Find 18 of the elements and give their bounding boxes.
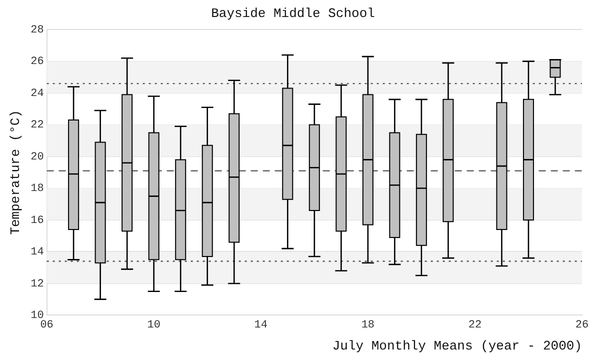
x-tick-label: 18 [361, 320, 375, 332]
y-tick-label: 12 [30, 278, 44, 290]
y-tick-label: 18 [30, 183, 44, 196]
x-tick-label: 14 [254, 320, 268, 332]
y-axis-title: Temperature (°C) [8, 110, 24, 235]
x-tick-label: 22 [468, 320, 482, 332]
chart-title: Bayside Middle School [211, 6, 376, 22]
y-tick-label: 16 [30, 214, 44, 227]
y-tick-label: 14 [30, 246, 44, 259]
y-tick-label: 26 [30, 56, 44, 68]
y-tick-label: 24 [30, 88, 44, 100]
x-axis-title: July Monthly Means (year - 2000) [332, 338, 582, 354]
y-tick-label: 20 [30, 151, 44, 164]
x-tick-label: 26 [575, 320, 589, 332]
x-tick-label: 06 [40, 320, 54, 332]
y-tick-label: 28 [30, 24, 44, 37]
y-tick-label: 22 [30, 120, 44, 132]
x-tick-label: 10 [147, 320, 160, 332]
